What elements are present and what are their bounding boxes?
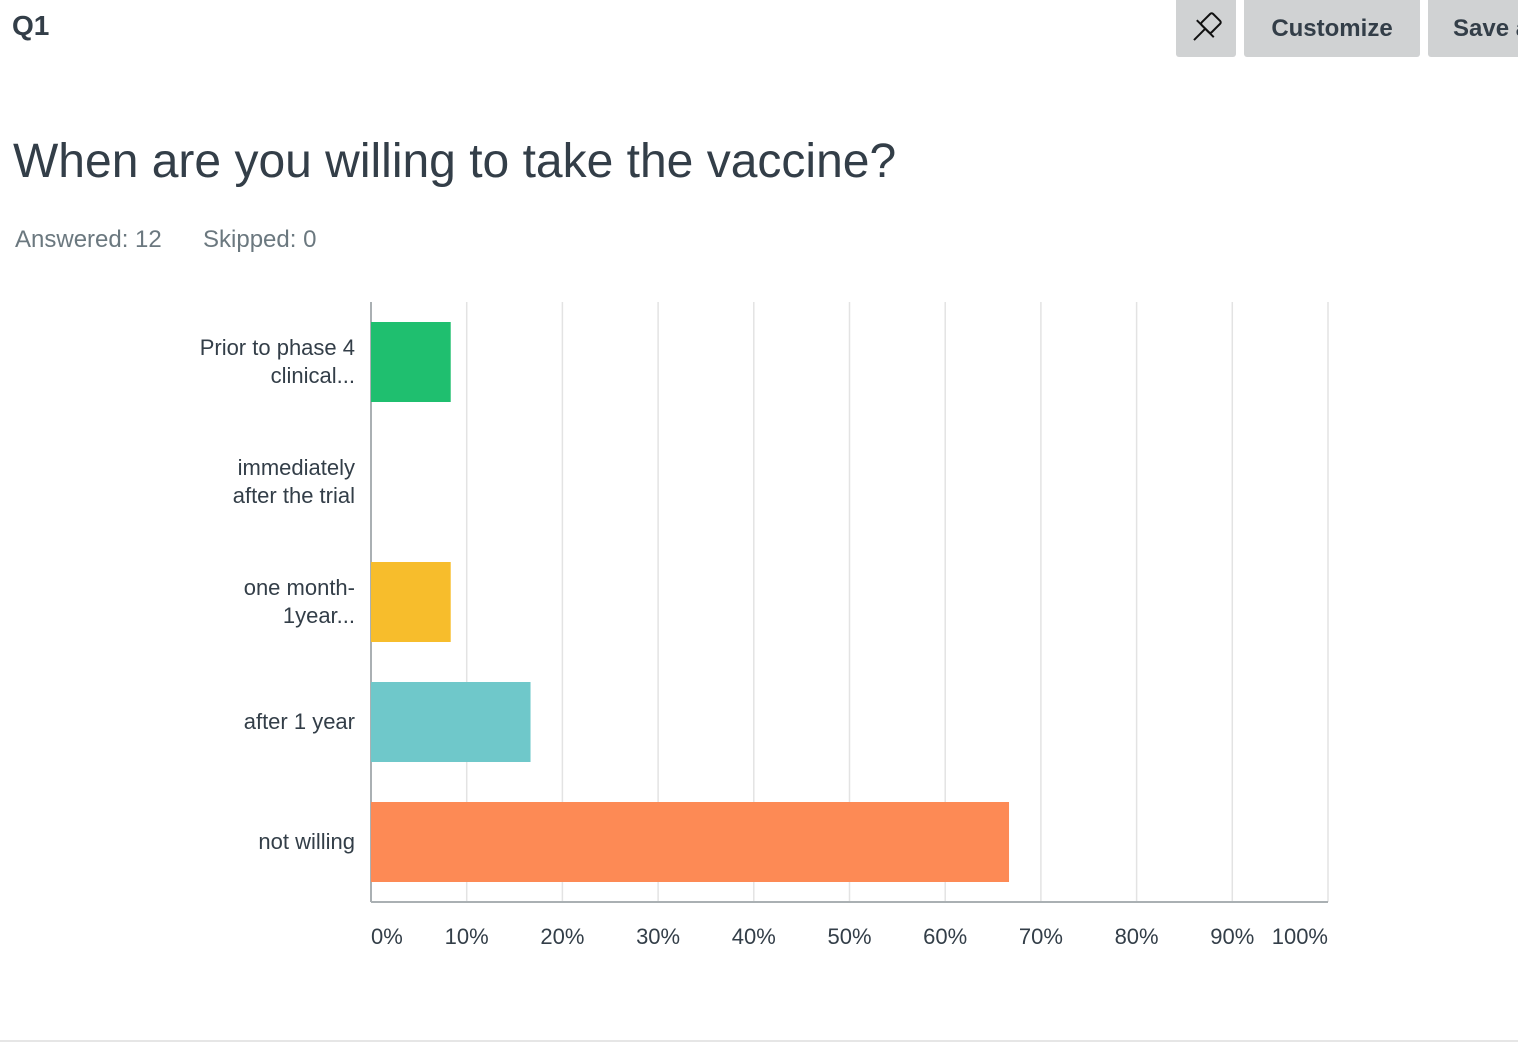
category-label: Prior to phase 4 clinical... [199,335,355,388]
bar [371,802,1010,882]
chart: 0% 10% 20% 30% 40% 50% 60% 70% 80% 90% 100% [370,302,1329,949]
category-label: not willing [258,829,355,854]
x-tick-label: 80% [1115,924,1159,949]
x-tick-label: 60% [923,924,967,949]
x-tick-label: 50% [827,924,871,949]
bar [371,562,451,642]
bar [371,322,451,402]
question-number: Q1 [12,10,50,41]
category-label: immediately after the trial [232,455,355,508]
customize-button[interactable]: Customize [1244,0,1420,57]
answered-count: Answered: 12 [15,226,162,253]
bar [371,682,531,762]
x-tick-label: 40% [732,924,776,949]
divider [0,1040,1518,1042]
x-tick-label: 100% [1272,924,1328,949]
x-tick-label: 20% [540,924,584,949]
pin-button[interactable] [1176,0,1236,57]
question-title: When are you willing to take the vaccine… [13,135,897,188]
x-tick-label: 10% [445,924,489,949]
skipped-count: Skipped: 0 [203,226,317,253]
x-tick-label: 0% [371,924,403,949]
x-tick-label: 90% [1210,924,1254,949]
save-button[interactable]: Save as [1428,0,1518,57]
category-label: after 1 year [243,709,355,734]
x-tick-label: 30% [636,924,680,949]
x-tick-label: 70% [1019,924,1063,949]
category-label: one month-1year... [243,575,355,628]
pin-icon [1193,12,1222,41]
